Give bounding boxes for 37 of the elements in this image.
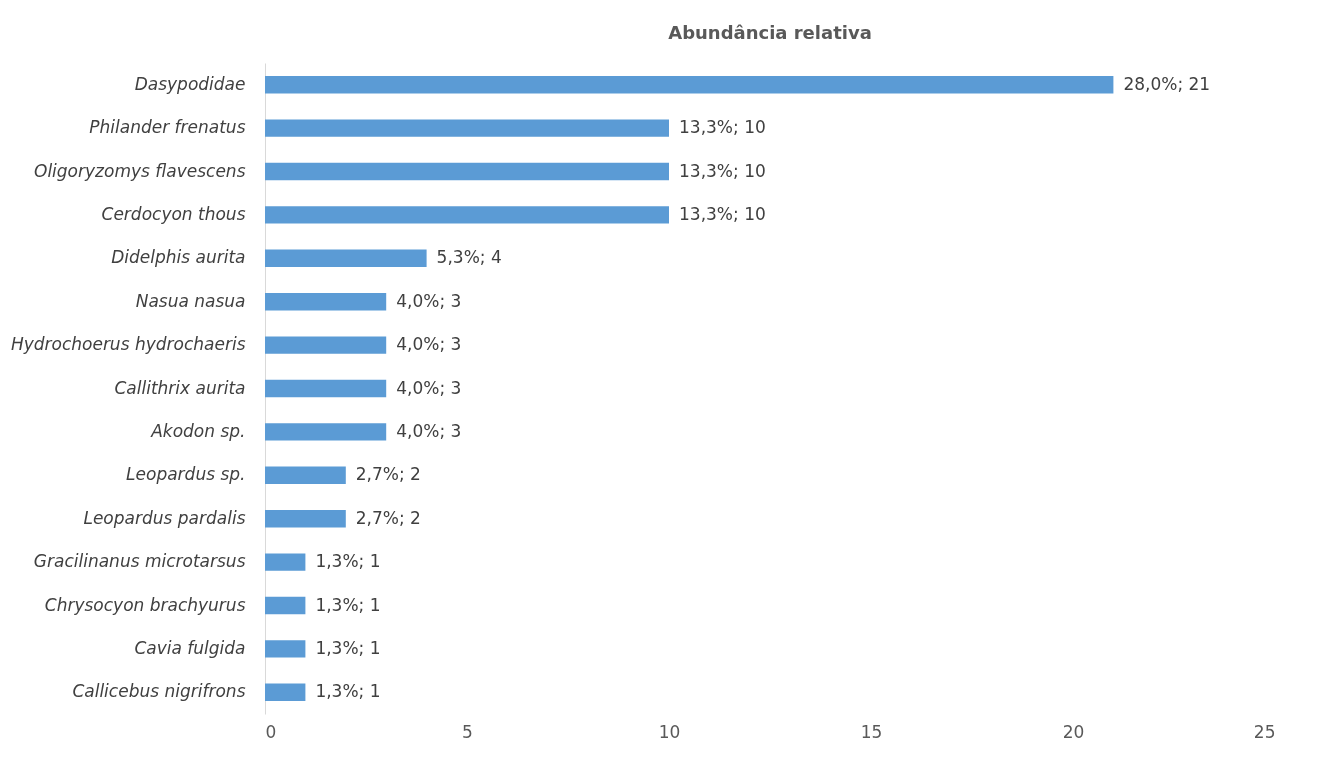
y-tick-label: Didelphis aurita xyxy=(111,247,246,268)
data-label: 5,3%; 4 xyxy=(436,247,502,268)
y-tick-label: Oligoryzomys flavescens xyxy=(34,160,246,181)
x-tick-label: 10 xyxy=(658,721,681,742)
x-tick-label: 25 xyxy=(1253,721,1276,742)
y-tick-label: Philander frenatus xyxy=(89,117,246,138)
data-label: 1,3%; 1 xyxy=(315,681,381,702)
data-label: 13,3%; 10 xyxy=(679,117,766,138)
x-tick-label: 5 xyxy=(462,721,473,742)
data-label: 2,7%; 2 xyxy=(355,464,421,485)
data-label: 4,0%; 3 xyxy=(396,290,462,311)
data-label: 1,3%; 1 xyxy=(315,637,381,658)
x-tick-label: 20 xyxy=(1062,721,1085,742)
data-label: 4,0%; 3 xyxy=(396,420,462,441)
y-tick-label: Hydrochoerus hydrochaeris xyxy=(10,334,246,355)
data-label: 2,7%; 2 xyxy=(355,507,421,528)
y-tick-label: Cerdocyon thous xyxy=(101,203,246,224)
y-tick-label: Leopardus pardalis xyxy=(83,507,246,528)
data-label: 1,3%; 1 xyxy=(315,594,381,615)
data-label: 4,0%; 3 xyxy=(396,377,462,398)
y-tick-label: Gracilinanus microtarsus xyxy=(33,551,246,572)
data-label: 13,3%; 10 xyxy=(679,203,766,224)
x-tick-label: 15 xyxy=(860,721,883,742)
data-label: 1,3%; 1 xyxy=(315,551,381,572)
y-tick-label: Callicebus nigrifrons xyxy=(72,681,246,702)
y-tick-label: Cavia fulgida xyxy=(134,637,246,658)
y-tick-label: Chrysocyon brachyurus xyxy=(44,594,246,615)
y-tick-label: Akodon sp. xyxy=(150,420,246,441)
data-label: 13,3%; 10 xyxy=(679,160,766,181)
data-label: 28,0%; 21 xyxy=(1123,73,1211,94)
chart-title: Abundância relativa xyxy=(668,22,872,43)
y-tick-label: Leopardus sp. xyxy=(126,464,246,485)
y-tick-label: Callithrix aurita xyxy=(114,377,246,398)
y-tick-label: Dasypodidae xyxy=(134,73,246,94)
x-tick-label: 0 xyxy=(265,721,277,742)
y-tick-label: Nasua nasua xyxy=(135,290,246,311)
data-label: 4,0%; 3 xyxy=(396,334,462,355)
